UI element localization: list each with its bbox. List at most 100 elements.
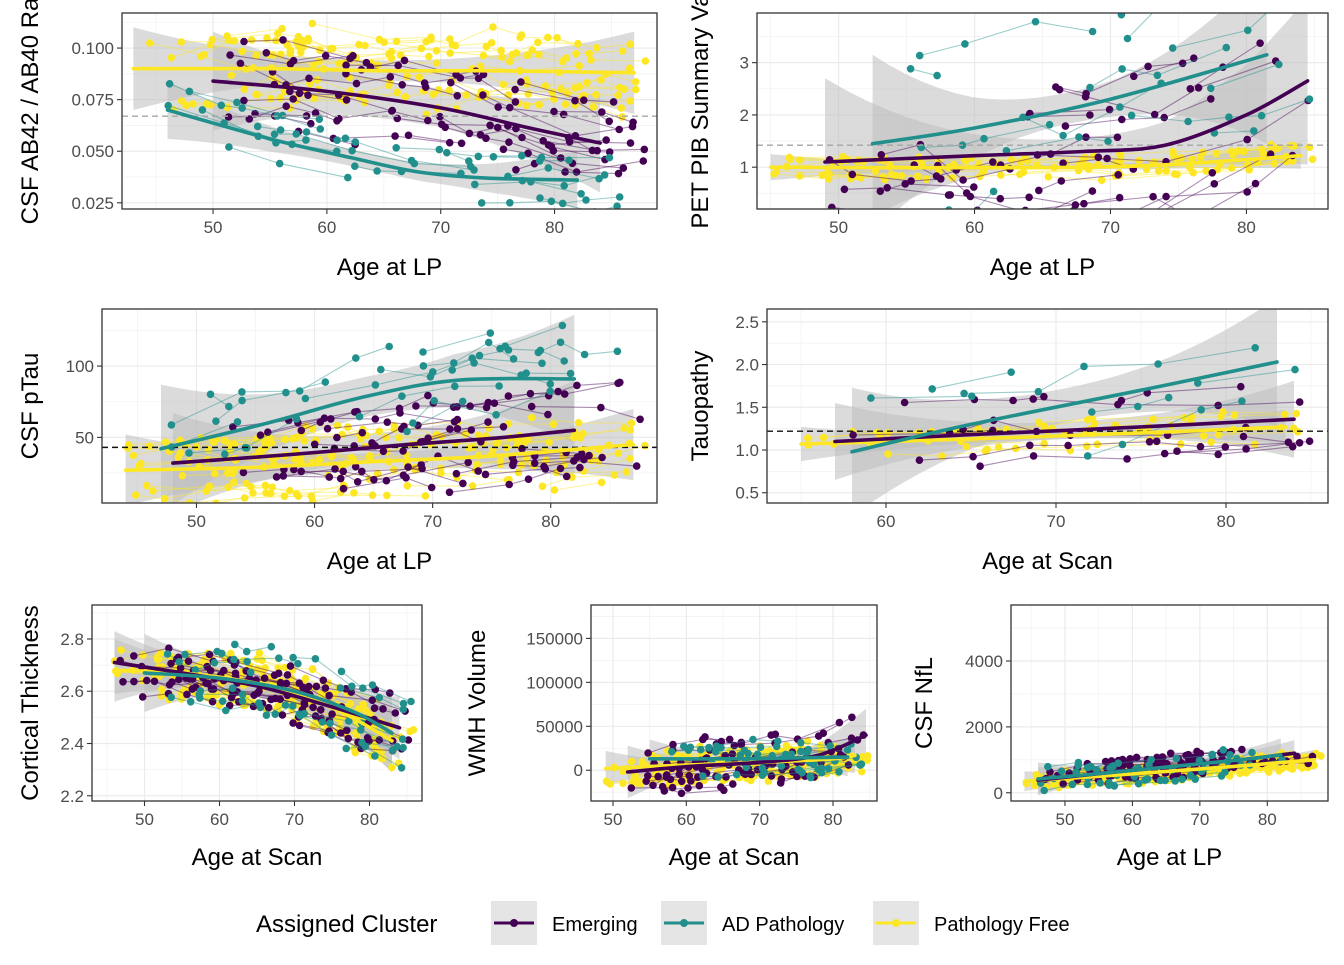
y-tick-label: 2.2 [60, 787, 84, 806]
data-point [362, 743, 370, 751]
data-point [446, 425, 454, 433]
data-point [805, 746, 813, 754]
data-point [1035, 388, 1043, 396]
data-point [848, 714, 856, 722]
data-point [459, 398, 467, 406]
data-point [393, 88, 401, 96]
data-point [518, 152, 526, 160]
data-point [538, 360, 546, 368]
data-point [447, 79, 455, 87]
data-point [218, 102, 226, 110]
data-point [959, 176, 967, 184]
data-point [379, 705, 387, 713]
data-point [387, 73, 395, 81]
data-point [164, 650, 172, 658]
data-point [488, 39, 496, 47]
data-point [562, 101, 570, 109]
data-point [1084, 452, 1092, 460]
data-point [1160, 114, 1168, 122]
data-point [990, 188, 998, 196]
data-point [225, 113, 233, 121]
y-tick-label: 2.6 [60, 682, 84, 701]
data-point [1161, 777, 1169, 785]
data-point [777, 779, 785, 787]
data-point [185, 449, 193, 457]
data-point [276, 695, 284, 703]
data-point [229, 685, 237, 693]
data-point [402, 474, 410, 482]
data-point [605, 118, 613, 126]
data-point [211, 659, 219, 667]
data-point [640, 157, 648, 165]
data-point [268, 483, 276, 491]
data-point [1016, 171, 1024, 179]
data-point [1169, 148, 1177, 156]
data-point [1240, 148, 1248, 156]
data-point [409, 419, 417, 427]
y-tick-label: 100000 [526, 673, 583, 692]
data-point [357, 726, 365, 734]
data-point [211, 470, 219, 478]
data-point [225, 143, 233, 151]
data-point [1237, 383, 1245, 391]
data-point [1309, 156, 1317, 164]
data-point [699, 772, 707, 780]
data-point [615, 126, 623, 134]
data-point [506, 58, 514, 66]
data-point [945, 191, 953, 199]
data-point [459, 480, 467, 488]
data-point [376, 694, 384, 702]
data-point [576, 464, 584, 472]
data-point [433, 59, 441, 67]
data-point [1118, 65, 1126, 73]
data-point [143, 482, 151, 490]
data-point [1035, 187, 1043, 195]
data-point [130, 678, 138, 686]
data-point [1069, 781, 1077, 789]
data-point [1238, 746, 1246, 754]
data-point [1025, 194, 1033, 202]
data-point [189, 100, 197, 108]
data-point [626, 64, 634, 72]
data-point [629, 123, 637, 131]
data-point [722, 773, 730, 781]
data-point [1240, 433, 1248, 441]
data-point [495, 382, 503, 390]
x-axis-label: Age at Scan [982, 548, 1113, 575]
data-point [422, 492, 430, 500]
data-point [350, 489, 358, 497]
data-point [1119, 441, 1127, 449]
x-tick-label: 70 [750, 810, 769, 829]
data-point [547, 380, 555, 388]
data-point [1058, 767, 1066, 775]
data-point [512, 166, 520, 174]
data-point [276, 94, 284, 102]
data-point [484, 418, 492, 426]
data-point [317, 418, 325, 426]
data-point [238, 48, 246, 56]
data-point [420, 362, 428, 370]
data-point [240, 469, 248, 477]
data-point [783, 742, 791, 750]
data-point [166, 80, 174, 88]
data-point [597, 76, 605, 84]
data-point [610, 98, 618, 106]
data-point [1281, 411, 1289, 419]
x-tick-label: 50 [604, 810, 623, 829]
legend-point-ad-pathology [680, 919, 688, 927]
data-point [471, 181, 479, 189]
data-point [849, 431, 857, 439]
data-point [155, 655, 163, 663]
data-point [560, 111, 568, 119]
data-point [430, 397, 438, 405]
data-point [226, 51, 234, 59]
data-point [324, 425, 332, 433]
data-point [275, 654, 283, 662]
data-point [317, 125, 325, 133]
data-point [560, 182, 568, 190]
data-point [301, 437, 309, 445]
data-point [1231, 411, 1239, 419]
data-point [263, 711, 271, 719]
data-point [589, 147, 597, 155]
data-point [200, 51, 208, 59]
